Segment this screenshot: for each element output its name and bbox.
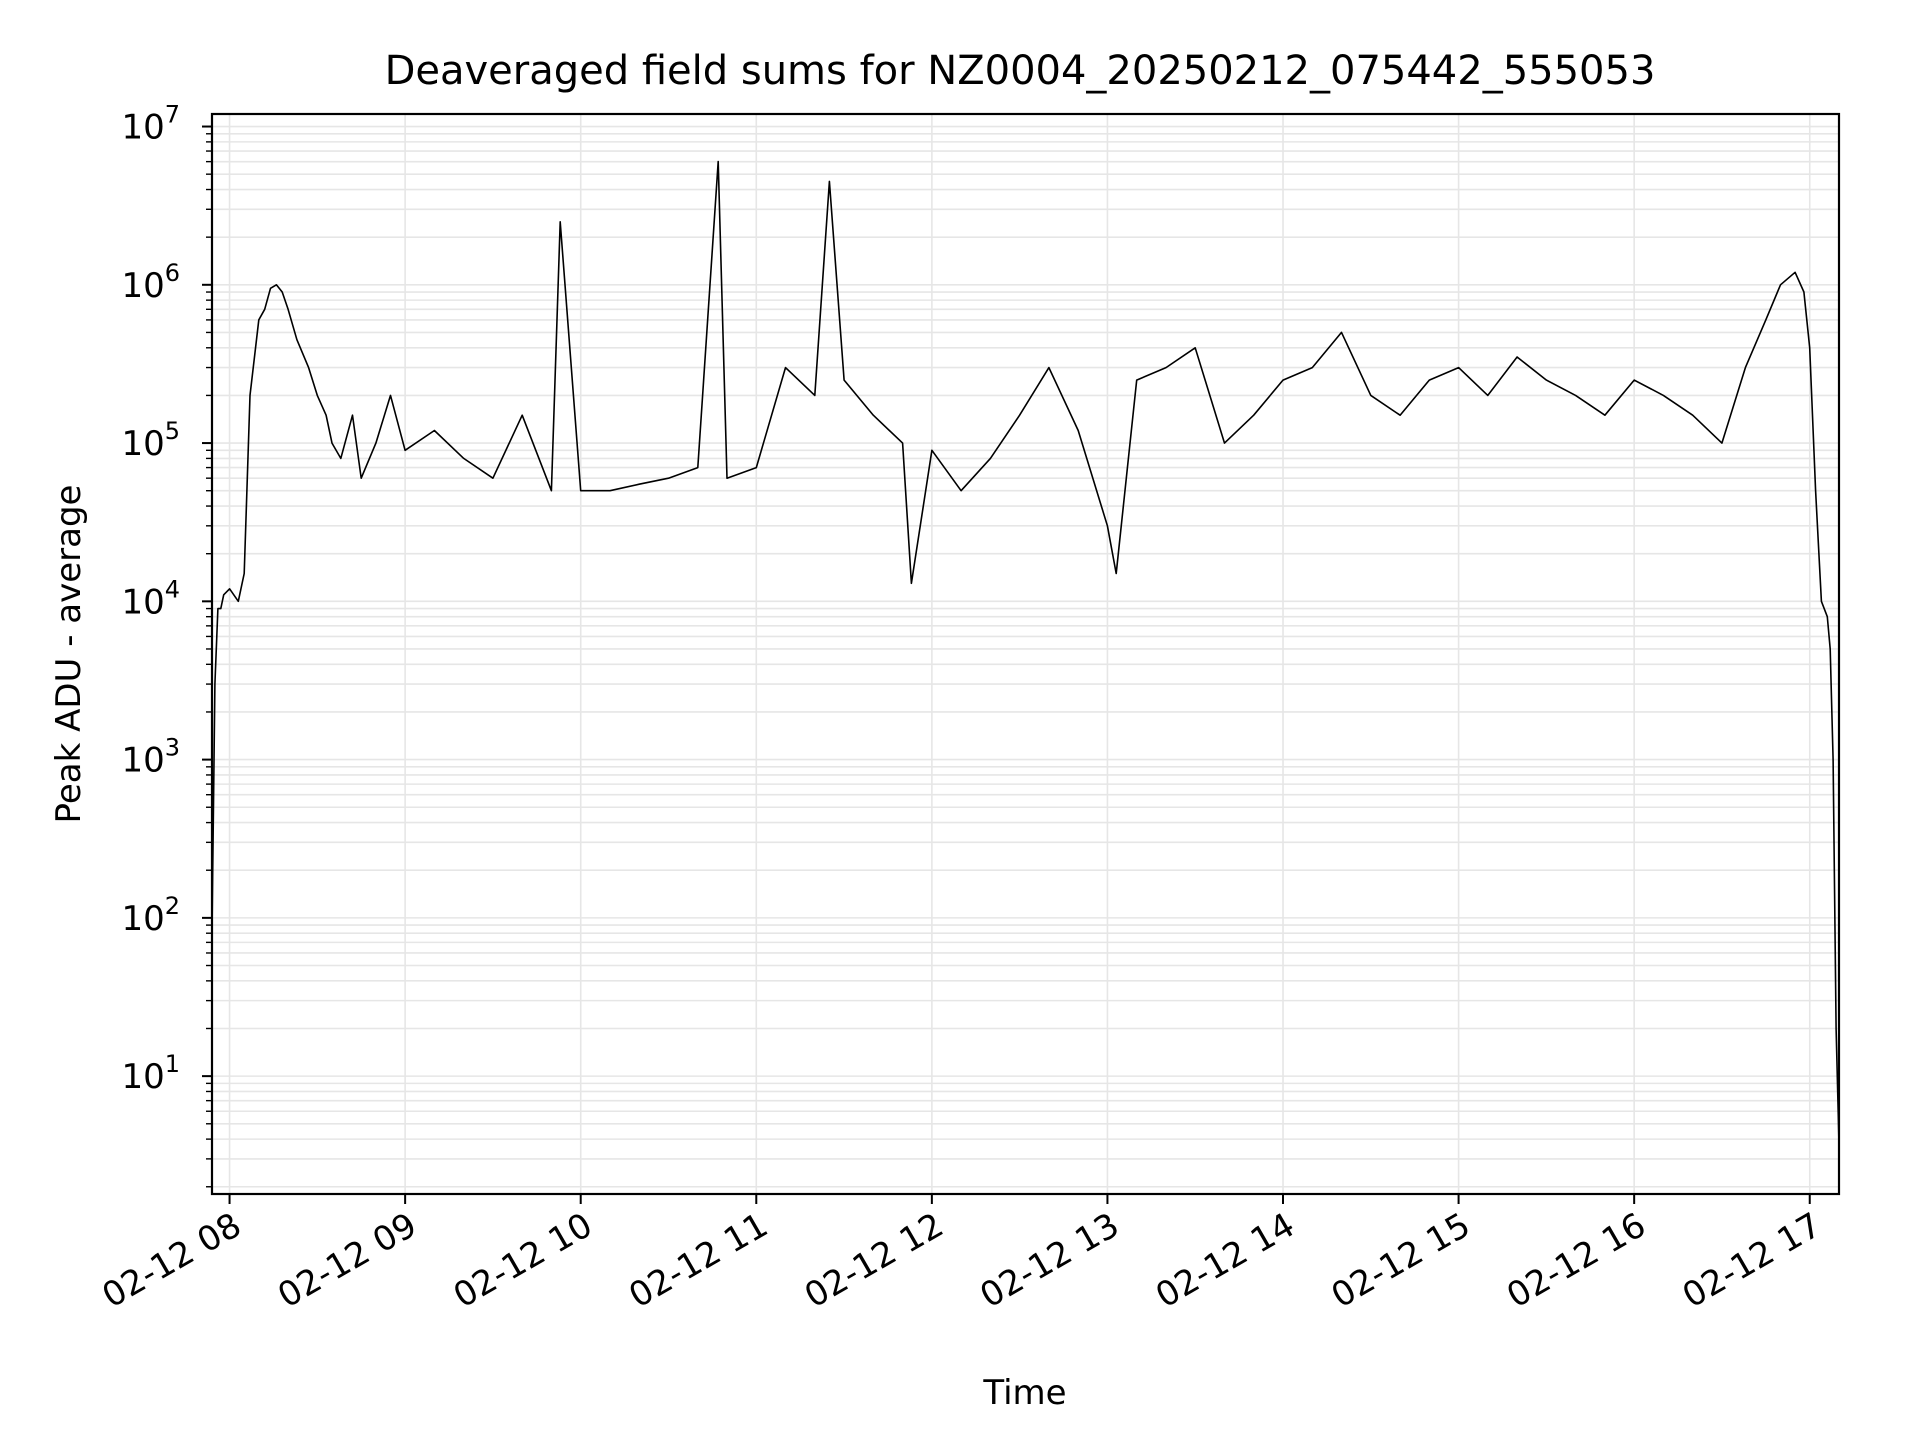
series-line bbox=[211, 160, 1840, 1145]
y-axis: 101 102 103 104 105 106 107 bbox=[121, 101, 212, 1188]
chart-title: Deaveraged field sums for NZ0004_2025021… bbox=[385, 48, 1656, 94]
y-tick-label: 107 bbox=[121, 101, 180, 148]
y-tick-label: 101 bbox=[121, 1050, 180, 1097]
y-tick-label: 103 bbox=[121, 734, 180, 781]
plot-area-frame bbox=[210, 112, 1841, 1196]
grid-layer bbox=[212, 114, 1839, 1194]
x-axis-label: Time bbox=[982, 1373, 1066, 1413]
y-tick-label: 105 bbox=[121, 417, 180, 464]
series-layer bbox=[211, 160, 1840, 1145]
y-tick-label: 106 bbox=[121, 259, 180, 306]
y-tick-label: 104 bbox=[121, 575, 180, 622]
y-tick-label: 102 bbox=[121, 892, 180, 939]
y-axis-label: Peak ADU - average bbox=[49, 485, 89, 824]
